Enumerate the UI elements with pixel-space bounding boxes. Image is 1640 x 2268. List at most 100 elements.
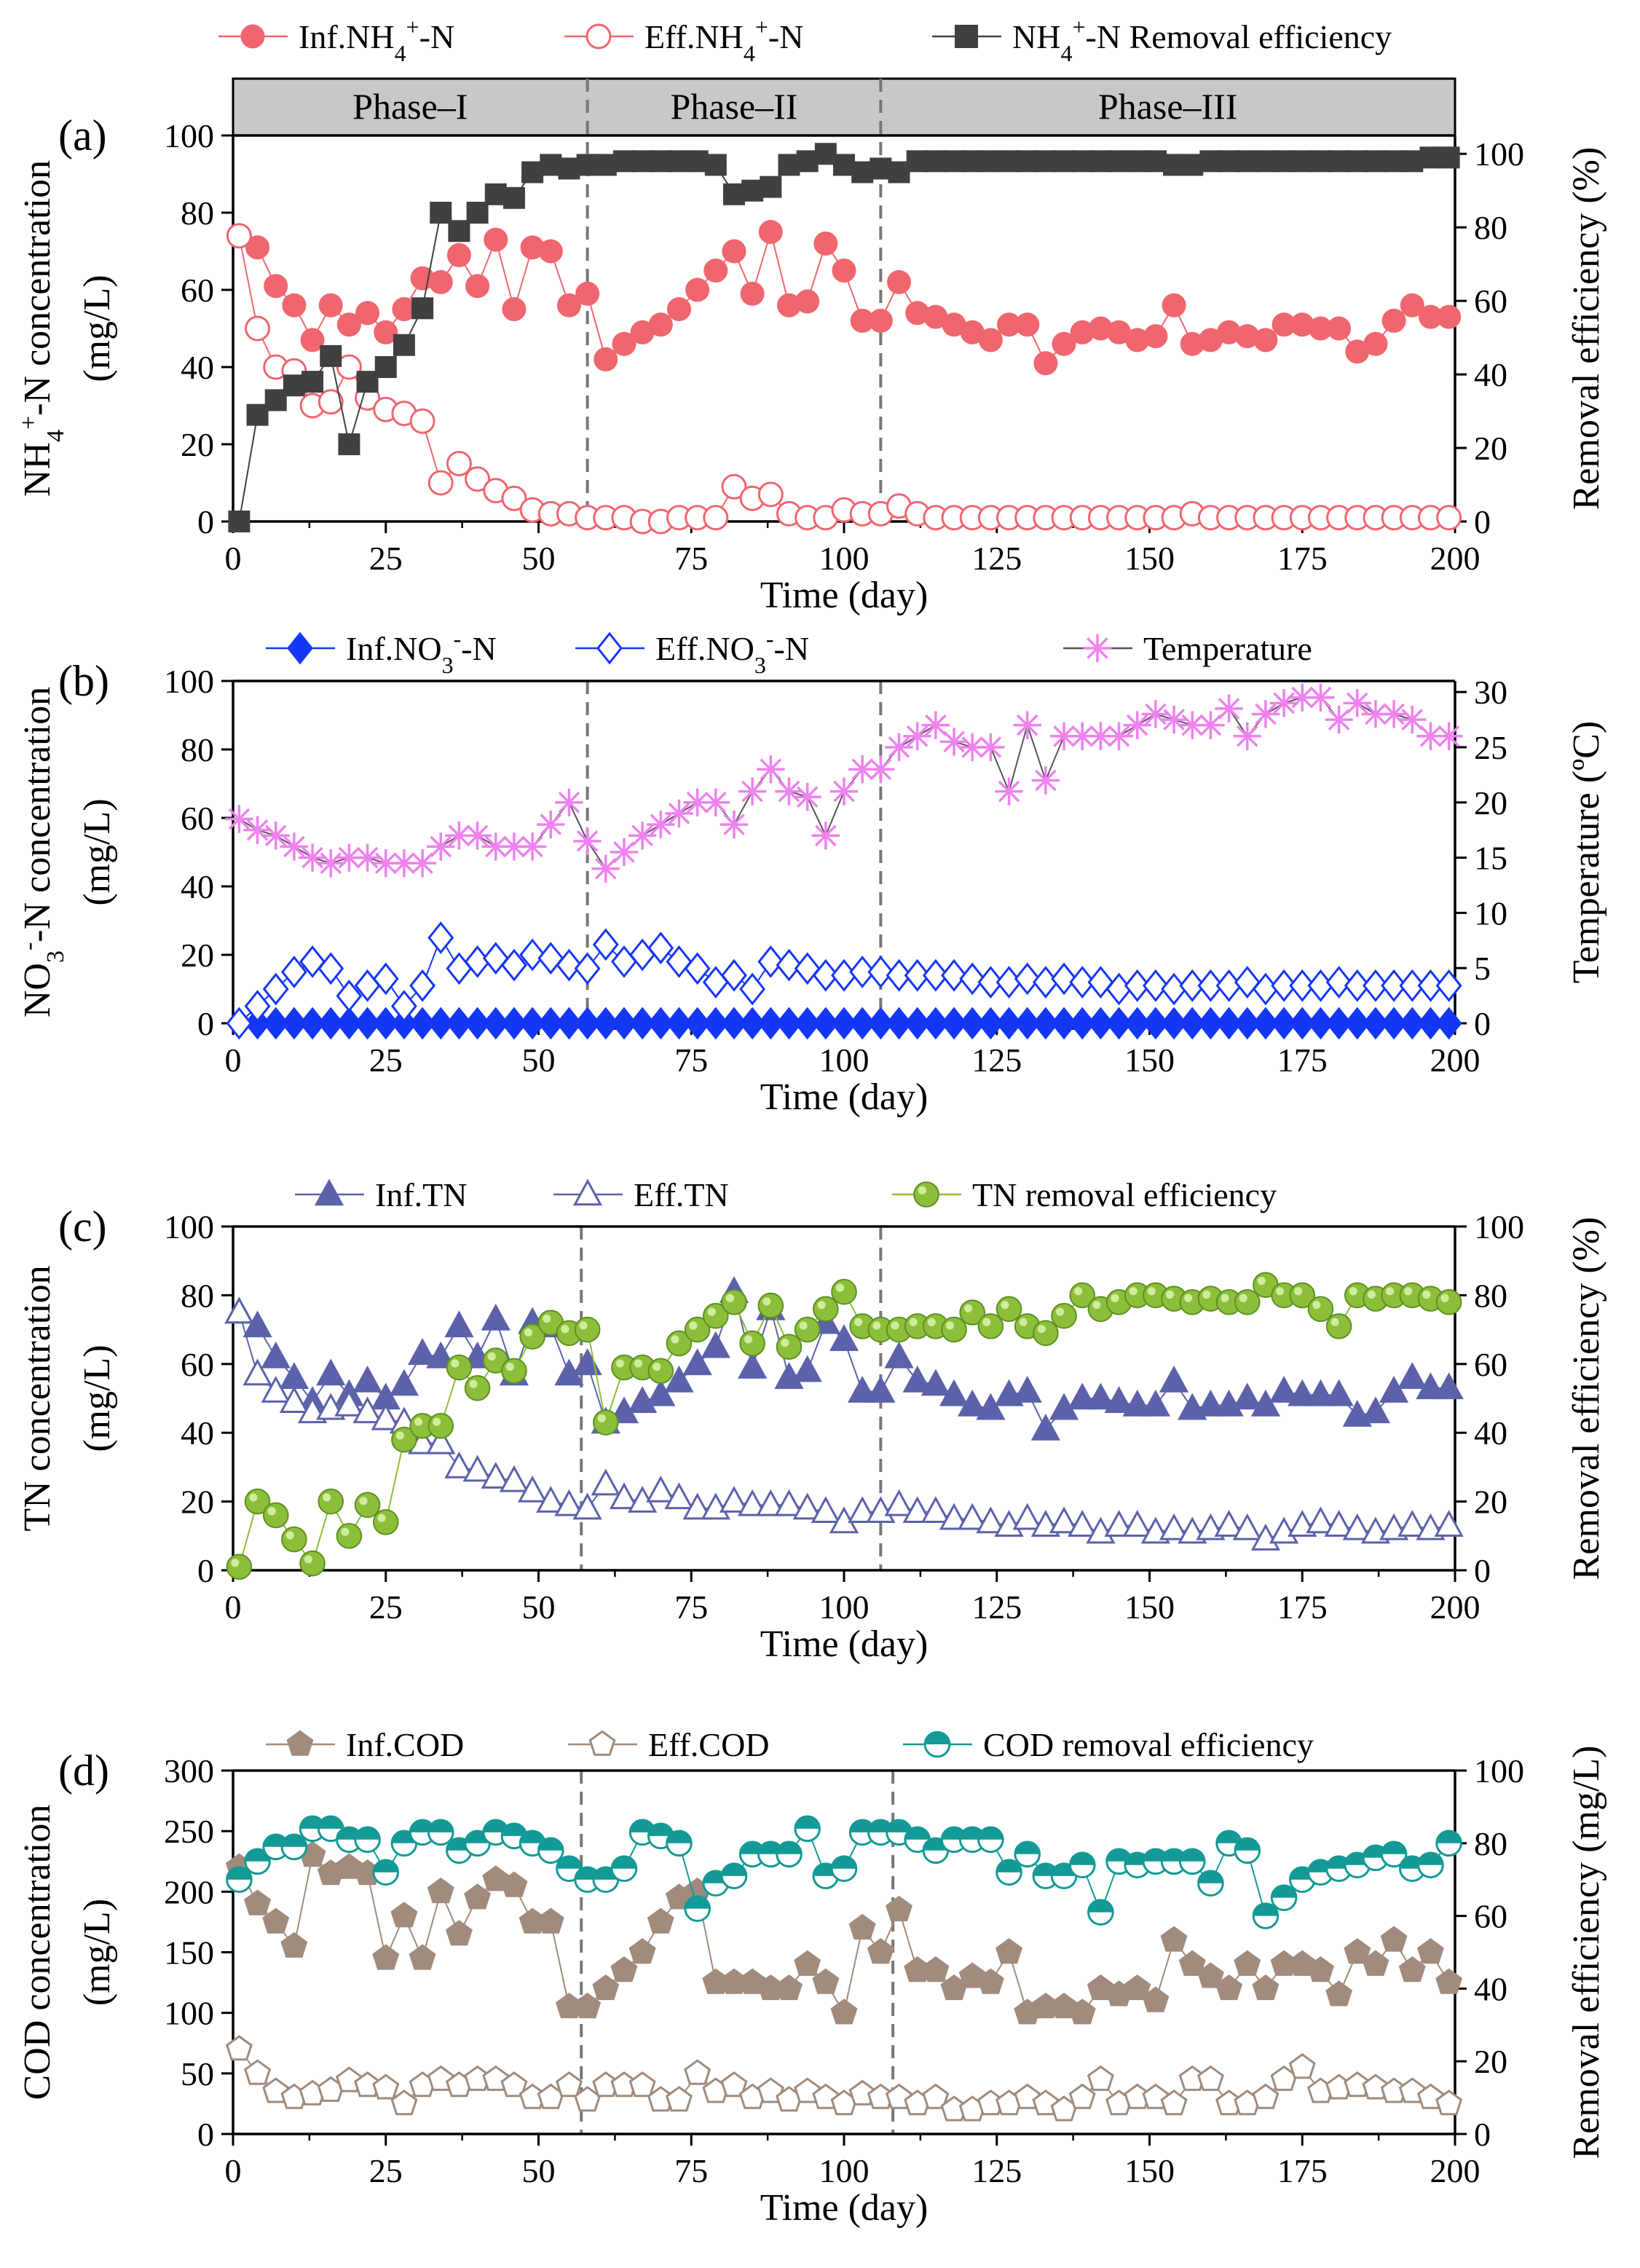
data-point (558, 157, 580, 180)
data-point (1143, 324, 1168, 349)
y2-tick-label: 0 (1474, 1552, 1491, 1589)
panel-d: 0 25 50 75 100 125 150 175 200050100150200250300… (17, 1726, 1607, 2229)
data-point (902, 1496, 932, 1524)
data-point (1049, 722, 1079, 751)
data-point (353, 843, 382, 872)
data-point (1014, 1840, 1041, 1868)
data-point (774, 1489, 804, 1516)
data-point (924, 150, 947, 173)
panel-a: Phase–I Phase–II Phase–III 0 25 50 75 100 125 150… (15, 14, 1608, 616)
data-point (941, 1007, 967, 1040)
data-point (851, 161, 874, 184)
data-point (338, 433, 360, 455)
data-point (1069, 1007, 1096, 1040)
data-point (261, 1341, 291, 1369)
data-point (611, 1007, 637, 1040)
data-point (1181, 154, 1204, 176)
data-point (720, 1862, 748, 1890)
data-point (427, 1412, 454, 1439)
data-point (1324, 1510, 1354, 1537)
x-tick-label: 50 (522, 1588, 556, 1626)
y-axis-label: COD concentration (17, 1805, 58, 2100)
data-point (501, 1007, 527, 1040)
y-tick-label: 100 (164, 1208, 214, 1245)
data-point (1142, 969, 1169, 1002)
data-point (591, 1468, 620, 1496)
data-point (628, 2071, 656, 2098)
data-point (943, 150, 966, 173)
data-point (939, 1379, 969, 1406)
data-point (1362, 2074, 1389, 2100)
y-tick-label: 250 (164, 1813, 214, 1850)
data-point (629, 1007, 656, 1040)
data-point (920, 1496, 950, 1524)
data-point (685, 277, 710, 302)
data-point (1236, 150, 1258, 173)
data-point (977, 1007, 1004, 1040)
data-point (427, 1877, 454, 1904)
y2-tick-label: 100 (1474, 1208, 1524, 1245)
data-point (575, 281, 600, 306)
data-point (682, 1492, 712, 1520)
data-point (1362, 1950, 1389, 1976)
y-tick-label: 20 (181, 426, 214, 463)
data-point (1306, 1379, 1336, 1406)
data-point (647, 1007, 674, 1040)
data-point (372, 962, 399, 996)
data-point (298, 843, 327, 872)
data-point (225, 805, 253, 833)
panel-label-b: (b) (58, 657, 109, 705)
data-point (904, 1007, 931, 1040)
data-point (1160, 1926, 1188, 1952)
data-point (811, 1496, 840, 1524)
data-point (720, 810, 749, 839)
legend-marker (588, 1730, 616, 1756)
data-point (940, 1826, 968, 1854)
data-point (1014, 962, 1041, 996)
data-point (594, 347, 618, 371)
y-tick-label: 80 (181, 731, 214, 768)
data-point (371, 1403, 401, 1430)
data-point (554, 1489, 584, 1516)
data-point (867, 755, 895, 784)
data-point (500, 2071, 528, 2098)
data-point (646, 1379, 676, 1406)
data-point (720, 2071, 748, 2098)
data-point (812, 1007, 839, 1040)
data-point (279, 1386, 310, 1414)
data-point (538, 239, 563, 264)
y2-tick-label: 40 (1474, 1970, 1507, 2007)
data-point (281, 1526, 307, 1553)
data-point (813, 1296, 839, 1323)
data-point (244, 1007, 271, 1040)
data-point (1142, 1007, 1169, 1040)
data-point (427, 1007, 454, 1040)
data-point (427, 470, 454, 496)
x-tick-label: 175 (1277, 2152, 1328, 2189)
data-point (939, 728, 969, 756)
y-axis-label: NH4+-N concentration (15, 160, 69, 497)
data-point (537, 1907, 564, 1934)
data-point (796, 150, 819, 173)
legend-marker (240, 24, 265, 49)
data-point (1363, 969, 1389, 1002)
data-point (1327, 316, 1352, 341)
data-point (1033, 351, 1058, 376)
data-point (574, 952, 601, 985)
y-axis-label: TN concentration (17, 1265, 58, 1531)
data-point (830, 1999, 858, 2025)
data-point (1031, 766, 1060, 795)
data-point (722, 183, 745, 205)
data-point (352, 1365, 382, 1393)
data-point (280, 832, 309, 861)
data-point (776, 1007, 803, 1040)
x-axis-label: Time (day) (760, 1076, 929, 1118)
data-point (609, 1482, 639, 1510)
y2-tick-label: 80 (1474, 1825, 1507, 1862)
data-point (282, 293, 307, 318)
y2-tick-label: 30 (1474, 674, 1507, 711)
data-point (1197, 1962, 1224, 1988)
y2-tick-label: 20 (1474, 2043, 1507, 2080)
x-tick-label: 0 (225, 1588, 242, 1626)
data-point (903, 722, 931, 751)
